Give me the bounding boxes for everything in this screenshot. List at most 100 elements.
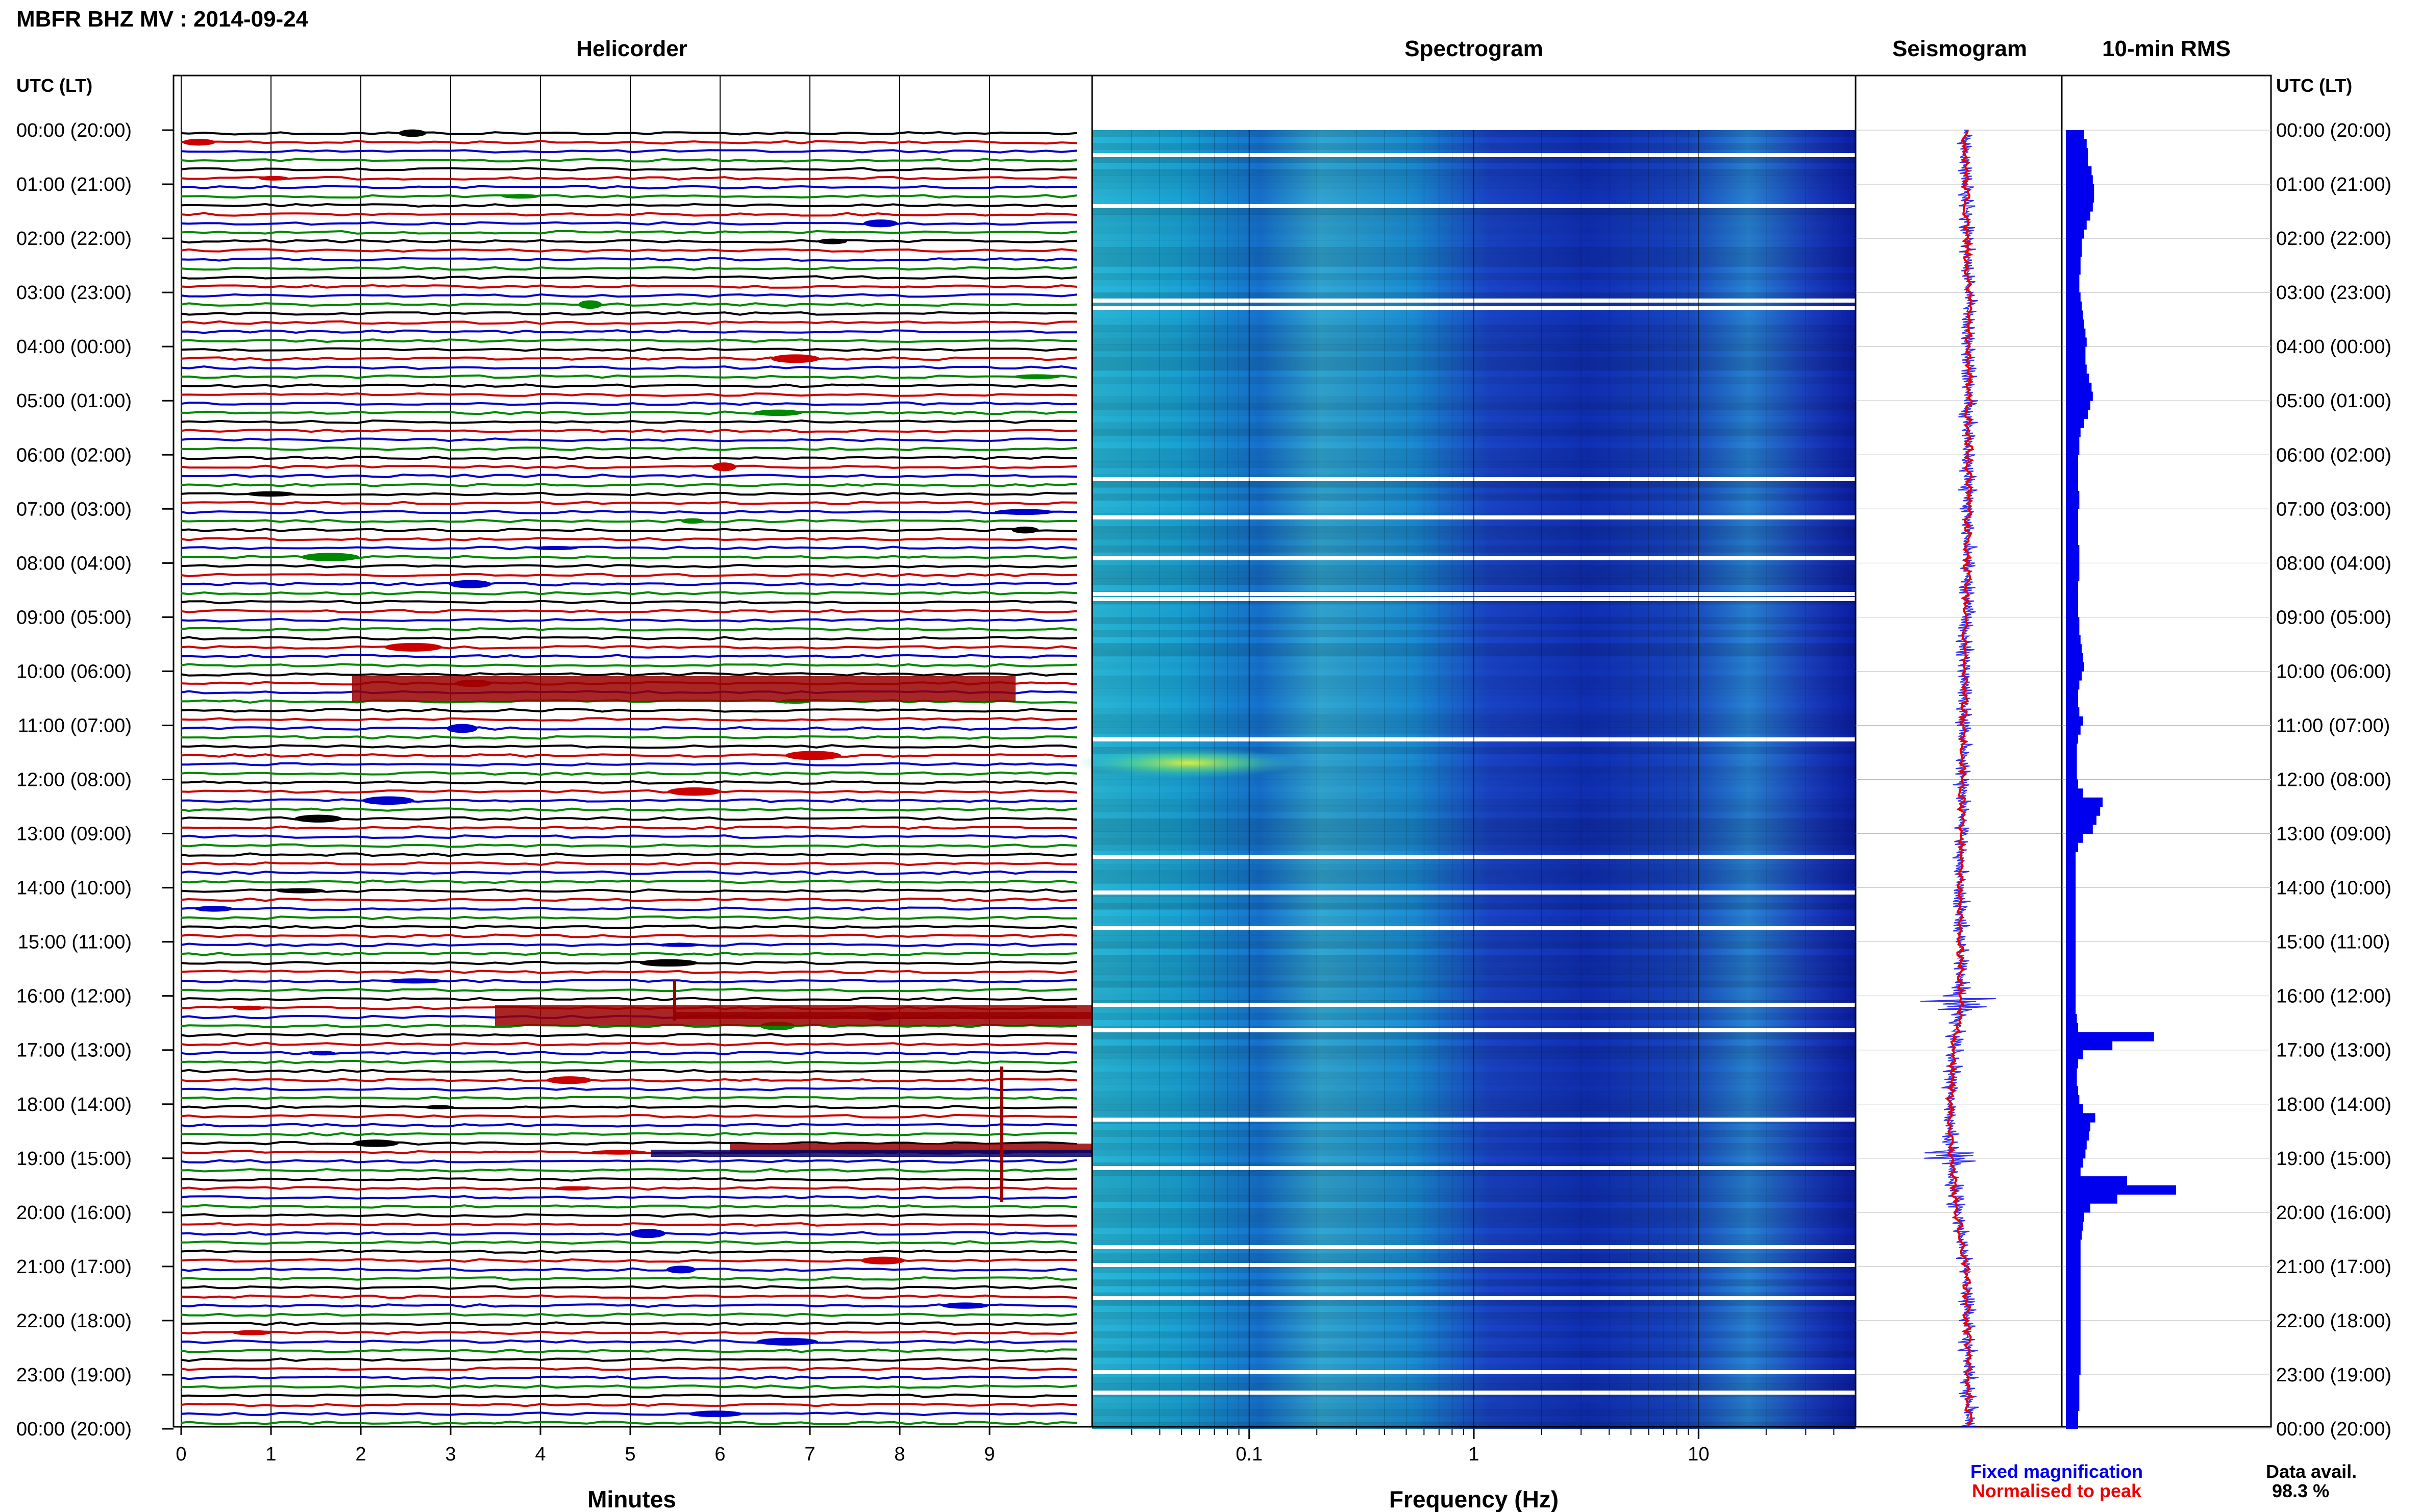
rms-bar xyxy=(2066,436,2080,447)
helicorder-trace xyxy=(181,158,1077,163)
helicorder-trace xyxy=(181,1222,1077,1227)
helicorder-trace xyxy=(181,915,1077,921)
time-label-right: 01:00 (21:00) xyxy=(2276,174,2391,195)
rms-bar xyxy=(2066,1059,2078,1069)
time-label-left: 02:00 (22:00) xyxy=(16,228,132,250)
helicorder-trace xyxy=(181,428,1077,433)
time-axis-labels: 00:00 (20:00) 00:00 (20:00) 01:00 (21:00) 0… xyxy=(16,120,2391,1440)
rms-bar xyxy=(2066,1185,2176,1195)
time-label-right: 06:00 (02:00) xyxy=(2276,444,2391,466)
rms-bar xyxy=(2066,355,2086,365)
time-label-left: 00:00 (20:00) xyxy=(16,1419,132,1440)
helicorder-burst xyxy=(630,1229,666,1238)
time-label-left: 16:00 (12:00) xyxy=(16,986,132,1007)
spectrogram-panel: 0.1 1 10 xyxy=(1077,75,1857,1465)
helicorder-trace xyxy=(181,717,1077,722)
rms-bar xyxy=(2066,490,2080,501)
rms-bar xyxy=(2066,1257,2081,1267)
rms-bar xyxy=(2066,1212,2084,1222)
data-availability-label: Data avail. xyxy=(2266,1461,2357,1482)
helicorder-trace xyxy=(181,410,1077,415)
helicorder-trace xyxy=(181,1231,1077,1236)
rms-bar xyxy=(2066,545,2080,555)
helicorder-burst xyxy=(712,462,736,472)
rms-frame xyxy=(2061,75,2272,1428)
helicorder-trace xyxy=(181,1294,1077,1299)
rms-bar xyxy=(2066,860,2076,870)
time-label-right: 03:00 (23:00) xyxy=(2276,282,2391,304)
rms-bar xyxy=(2066,969,2076,978)
helicorder-trace xyxy=(181,1123,1077,1128)
helicorder-trace xyxy=(181,852,1077,857)
rms-bar xyxy=(2066,1284,2081,1294)
helicorder-trace xyxy=(181,131,1077,136)
helicorder-trace xyxy=(181,1420,1077,1425)
rms-bar xyxy=(2066,563,2080,573)
helicorder-trace xyxy=(181,320,1077,325)
helicorder-trace xyxy=(181,789,1077,794)
helicorder-trace xyxy=(181,140,1077,145)
rms-bar xyxy=(2066,220,2087,230)
rms-bar xyxy=(2066,1149,2086,1159)
time-label-right: 19:00 (15:00) xyxy=(2276,1148,2391,1170)
helicorder-burst xyxy=(449,580,492,588)
rms-bar xyxy=(2066,463,2078,474)
rms-bar xyxy=(2066,815,2096,825)
rms-bar xyxy=(2066,229,2084,239)
helicorder-burst xyxy=(681,518,705,524)
rms-bar xyxy=(2066,301,2082,311)
rms-bar xyxy=(2066,933,2076,943)
helicorder-trace xyxy=(181,1321,1077,1326)
time-label-left: 05:00 (01:00) xyxy=(16,390,132,412)
helicorder-trace xyxy=(181,943,1077,948)
time-label-left: 06:00 (02:00) xyxy=(16,444,132,466)
legend-fixed-magnification: Fixed magnification xyxy=(1970,1461,2143,1482)
helicorder-trace xyxy=(181,645,1077,650)
utc-lt-label-right: UTC (LT) xyxy=(2276,75,2352,96)
helicorder-trace xyxy=(181,951,1077,956)
time-label-right: 07:00 (03:00) xyxy=(2276,499,2391,520)
rms-bar xyxy=(2066,445,2080,455)
rms-bar xyxy=(2066,707,2080,717)
rms-bar xyxy=(2066,509,2078,518)
rms-bar xyxy=(2066,716,2083,726)
rms-bar xyxy=(2066,175,2093,185)
helicorder-trace xyxy=(181,482,1077,487)
helicorder-trace xyxy=(181,221,1077,226)
rms-bar xyxy=(2066,292,2081,302)
helicorder-trace xyxy=(181,419,1077,424)
helicorder-trace xyxy=(181,284,1077,289)
helicorder-trace xyxy=(181,1411,1077,1417)
helicorder-trace xyxy=(181,1032,1077,1037)
helicorder-trace xyxy=(181,491,1077,497)
time-label-left: 11:00 (07:00) xyxy=(18,715,132,736)
helicorder-burst xyxy=(668,787,722,796)
helicorder-trace xyxy=(181,329,1077,334)
helicorder-trace xyxy=(181,1384,1077,1390)
helicorder-trace xyxy=(181,1204,1077,1209)
rms-bar xyxy=(2066,374,2089,383)
minute-tick-label: 1 xyxy=(265,1444,276,1465)
freq-tick-label: 1 xyxy=(1468,1444,1479,1465)
time-label-left: 09:00 (05:00) xyxy=(16,607,132,628)
helicorder-trace xyxy=(181,1113,1077,1119)
rms-bar xyxy=(2066,581,2078,590)
helicorder-trace xyxy=(181,1213,1077,1218)
rms-bar xyxy=(2066,1086,2078,1096)
rms-bar xyxy=(2066,346,2086,356)
rms-bar xyxy=(2066,1104,2083,1113)
rms-bar xyxy=(2066,202,2093,212)
panel-title-spectrogram: Spectrogram xyxy=(1404,36,1543,61)
helicorder-burst xyxy=(386,978,445,984)
helicorder-trace xyxy=(181,617,1077,623)
rms-bar xyxy=(2066,1339,2081,1348)
rms-bar xyxy=(2066,1366,2081,1375)
panel-title-rms: 10-min RMS xyxy=(2102,36,2231,61)
time-label-right: 11:00 (07:00) xyxy=(2276,715,2390,736)
helicorder-trace xyxy=(181,1330,1077,1335)
helicorder-trace xyxy=(181,1159,1077,1164)
rms-bar xyxy=(2066,473,2078,482)
frequency-axis-label: Frequency (Hz) xyxy=(1389,1486,1559,1512)
rms-bar xyxy=(2066,1393,2080,1402)
